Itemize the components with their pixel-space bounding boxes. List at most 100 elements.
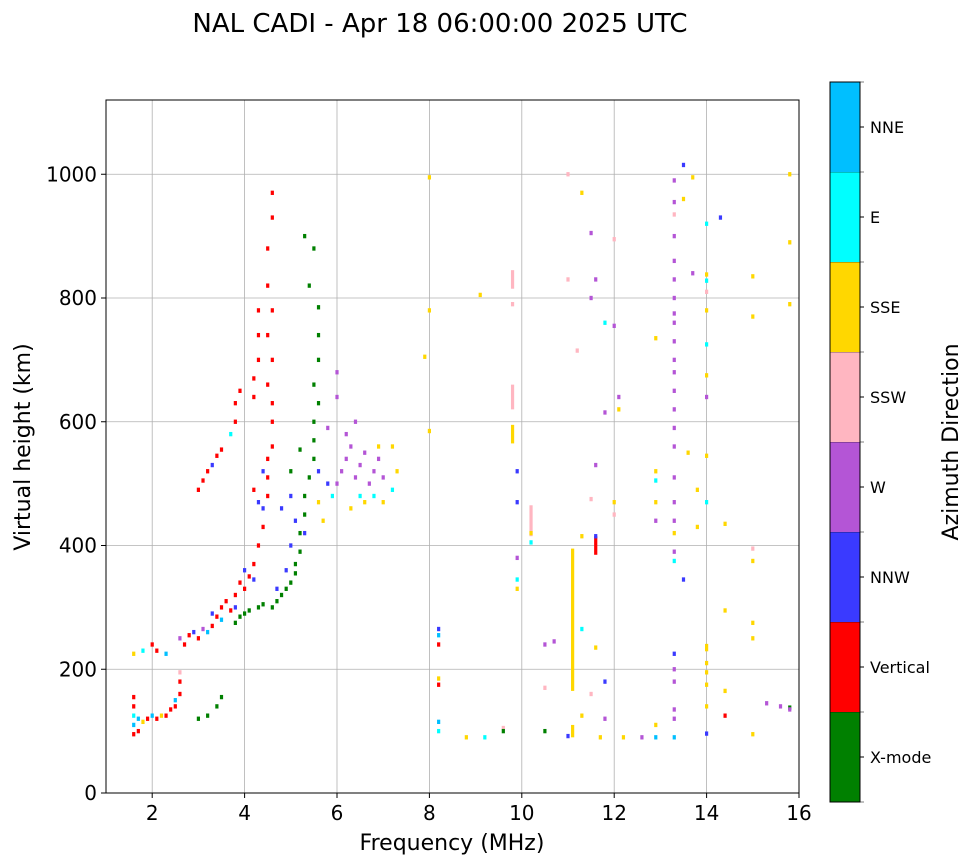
data-point-nne	[164, 651, 168, 656]
data-point-sse	[751, 620, 755, 626]
data-point-ssw	[672, 212, 676, 217]
data-point-sse	[381, 500, 385, 505]
colorbar-label-sse: SSE	[870, 298, 900, 317]
data-point-e	[358, 493, 362, 499]
data-point-sse	[598, 735, 602, 740]
data-point-nnw	[594, 534, 598, 539]
data-point-e	[437, 728, 441, 734]
data-point-w	[672, 679, 676, 684]
data-point-vertical	[252, 561, 256, 567]
data-point-x-mode	[298, 530, 302, 536]
data-point-nnw	[289, 543, 293, 548]
y-tick-label: 400	[59, 534, 97, 558]
colorbar-label-e: E	[870, 208, 880, 227]
data-point-ssw	[589, 691, 593, 697]
data-point-sse	[788, 172, 792, 177]
chart-title: NAL CADI - Apr 18 06:00:00 2025 UTC	[192, 9, 687, 39]
data-point-nnw	[256, 500, 261, 505]
data-point-sse	[788, 302, 792, 307]
data-point-sse	[529, 530, 533, 536]
colorbar-swatch-x-mode	[830, 712, 860, 802]
data-point-sse	[349, 506, 353, 511]
colorbar-label: Azimuth Direction	[939, 343, 964, 540]
data-point-ssw	[178, 670, 182, 675]
data-point-w	[363, 450, 367, 455]
data-point-e	[390, 487, 395, 492]
data-point-vertical	[256, 543, 261, 548]
data-point-nnw	[293, 518, 298, 523]
data-point-vertical	[270, 215, 274, 220]
data-point-sse	[321, 518, 325, 523]
colorbar-swatch-vertical	[830, 622, 860, 712]
data-point-w	[349, 444, 353, 449]
data-point-sse	[654, 500, 658, 505]
data-point-w	[372, 469, 376, 474]
data-point-sse	[705, 272, 709, 277]
data-point-sse	[594, 645, 598, 650]
data-point-vertical	[270, 308, 274, 313]
data-point-ssw	[566, 277, 570, 282]
data-point-sse	[437, 676, 441, 681]
y-axis: 0 200 400 600 800 1000	[46, 162, 106, 805]
data-point-vertical	[266, 456, 270, 462]
colorbar-swatch-nnw	[830, 532, 860, 622]
colorbar-label-ssw: SSW	[870, 388, 906, 407]
data-point-nne	[173, 698, 177, 703]
data-point-w	[612, 323, 616, 329]
data-point-vertical	[169, 707, 173, 712]
data-point-e	[705, 500, 709, 505]
data-point-nnw	[261, 506, 265, 511]
data-point-w	[672, 407, 676, 412]
data-point-vertical	[132, 704, 136, 709]
data-point-e	[141, 648, 145, 653]
data-point-e	[672, 558, 676, 564]
data-point-vertical	[266, 283, 270, 288]
data-point-nnw	[252, 577, 256, 582]
data-point-vertical	[155, 648, 159, 653]
data-point-x-mode	[312, 456, 316, 462]
data-point-x-mode	[247, 608, 251, 613]
data-point-nne	[437, 633, 441, 638]
data-point-sse	[705, 660, 709, 666]
x-tick-label: 10	[509, 801, 534, 825]
data-point-sse	[695, 524, 699, 530]
data-point-nnw	[316, 469, 321, 474]
data-point-w	[326, 425, 330, 431]
data-point-vertical	[270, 444, 274, 449]
data-point-vertical	[266, 493, 270, 499]
data-point-vertical	[132, 732, 136, 737]
data-point-vertical	[256, 357, 261, 363]
data-point-sse	[705, 643, 709, 652]
data-point-nne	[654, 735, 658, 740]
data-point-sse	[681, 196, 686, 202]
data-point-e	[529, 540, 533, 545]
data-point-nnw	[437, 626, 441, 632]
data-point-w	[672, 320, 676, 325]
plot-frame	[105, 99, 800, 794]
data-point-sse	[612, 500, 616, 505]
data-point-w	[367, 481, 371, 486]
data-point-e	[229, 431, 233, 437]
colorbar: X-mode Vertical NNW W SSW SSE E NNE	[829, 81, 931, 803]
colorbar-frame	[829, 81, 861, 803]
data-point-nne	[136, 716, 140, 721]
data-point-vertical	[256, 308, 261, 313]
data-point-w	[672, 388, 676, 393]
data-point-vertical	[132, 694, 136, 700]
data-point-nnw	[326, 481, 330, 486]
data-point-sse	[705, 682, 709, 687]
data-point-sse	[464, 735, 468, 740]
data-point-vertical	[201, 478, 205, 483]
data-point-vertical	[145, 716, 150, 721]
colorbar-swatch-nne	[830, 82, 860, 172]
data-point-w	[335, 394, 339, 400]
data-point-sse	[395, 469, 399, 474]
data-point-e	[654, 478, 658, 483]
data-point-x-mode	[298, 447, 302, 452]
data-point-e	[483, 735, 487, 740]
data-point-sse	[705, 453, 709, 458]
data-point-sse	[686, 450, 690, 455]
data-point-w	[617, 394, 621, 400]
data-point-vertical	[187, 633, 191, 638]
